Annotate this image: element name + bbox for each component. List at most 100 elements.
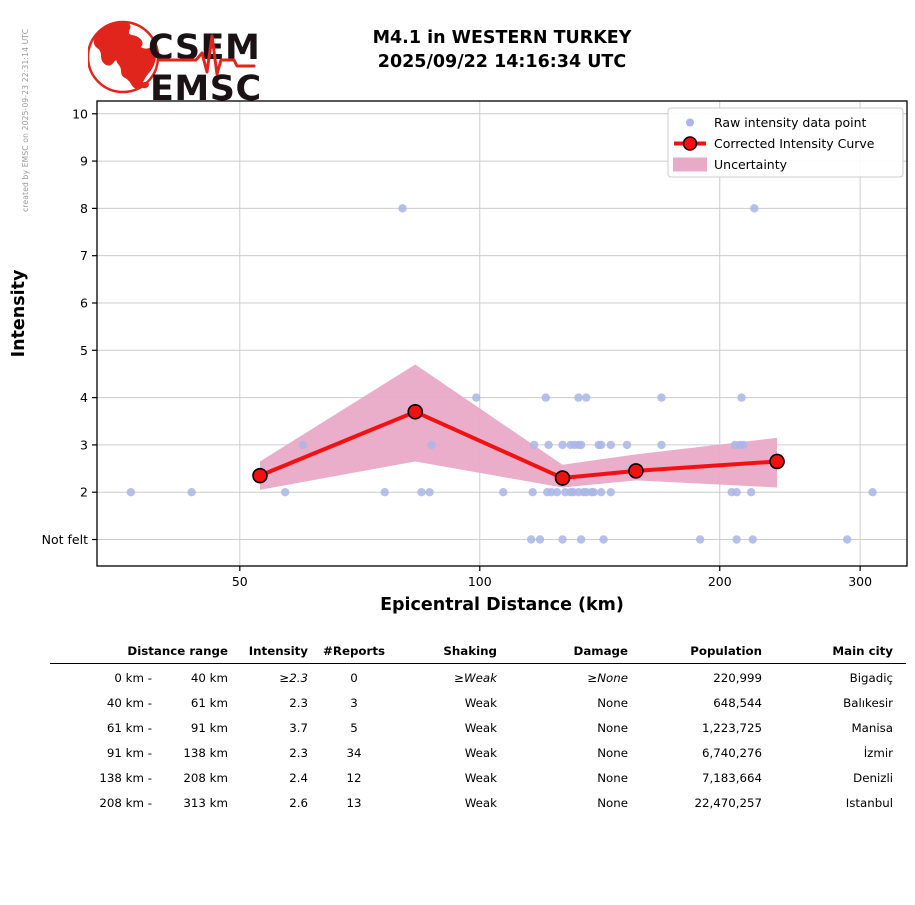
raw-data-point [380,488,389,497]
raw-data-point [187,488,196,497]
legend-marker-swatch [682,136,698,151]
curve-marker [628,463,644,479]
cell-reports: 13 [346,796,362,810]
header-intensity: Intensity [248,644,308,658]
range-from: 40 km - [106,696,152,710]
emsc-logo: CSEM EMSC [88,20,262,104]
y-tick-label: Not felt [42,532,88,547]
range-to: 313 km [183,796,228,810]
x-tick-label: 100 [468,574,492,589]
x-tick-label: 50 [232,574,248,589]
raw-data-point [596,488,606,497]
raw-data-point [657,393,666,402]
raw-data-point [589,488,598,497]
raw-data-point [417,488,426,497]
raw-data-point [425,488,434,497]
cell-damage: None [597,721,628,735]
range-from: 208 km - [99,796,152,810]
legend-area-swatch [673,157,707,172]
uncertainty-band [259,364,778,490]
cell-shaking: Weak [464,771,497,785]
raw-data-point [529,440,539,450]
cell-intensity: 2.4 [289,771,308,785]
table-row: 0 km - 40 km ≥2.3 0 ≥Weak ≥None 220,999 B… [50,666,906,691]
legend-point-swatch [686,118,694,127]
raw-data-point [657,440,666,450]
curve-marker [407,403,424,420]
table-row: 40 km - 61 km 2.3 3 Weak None 648,544 Bal… [50,691,906,716]
table-row: 208 km - 313 km 2.6 13 Weak None 22,470,2… [50,791,906,816]
x-axis-label: Epicentral Distance (km) [380,595,624,615]
cell-damage: None [597,746,628,760]
cell-damage: None [597,796,628,810]
range-from: 138 km - [99,771,152,785]
raw-data-point [738,440,748,450]
x-tick-label: 200 [708,574,732,589]
cell-shaking: Weak [464,721,497,735]
raw-intensity-points [126,204,877,544]
raw-data-point [576,535,586,544]
range-to: 91 km [190,721,228,735]
legend-label: Raw intensity data point [714,115,867,130]
raw-data-point [748,535,757,544]
cell-reports: 3 [350,696,358,710]
cell-main-city: İzmir [863,746,893,760]
header-distance-range: Distance range [127,644,228,658]
cell-damage: ≥None [587,671,628,685]
legend-label: Uncertainty [714,157,788,172]
curve-marker [252,467,268,484]
range-from: 0 km - [114,671,152,685]
cell-intensity: 3.7 [289,721,308,735]
tick-marks [92,113,861,571]
cell-reports: 5 [350,721,358,735]
x-tick-label: 300 [848,574,872,589]
raw-data-point [526,535,536,544]
cell-main-city: Bigadiç [849,671,893,685]
plot-frame [96,100,908,567]
globe-icon [88,20,160,94]
header-reports: #Reports [323,644,385,658]
table-header-rule [50,663,906,664]
legend-box [667,107,904,178]
y-axis-label: Intensity [9,269,29,357]
raw-data-point [732,535,741,544]
y-tick-label: 4 [80,390,88,405]
curve-marker [554,470,571,486]
raw-data-point [576,440,586,450]
curve-marker [769,453,785,470]
raw-data-point [541,393,550,402]
raw-data-point [868,488,877,497]
header-main-city: Main city [832,644,893,658]
range-from: 91 km - [106,746,152,760]
raw-data-point [552,488,562,497]
cell-main-city: Denizli [853,771,893,785]
raw-data-point [499,488,508,497]
cell-population: 648,544 [713,696,762,710]
raw-data-point [298,440,308,450]
header-shaking: Shaking [443,644,497,658]
cell-shaking: Weak [464,696,497,710]
cell-main-city: Istanbul [845,796,893,810]
y-tick-label: 3 [80,437,88,452]
raw-data-point [582,393,591,402]
cell-reports: 34 [346,746,362,760]
y-tick-label: 5 [80,343,88,358]
table-row: 91 km - 138 km 2.3 34 Weak None 6,740,276… [50,741,906,766]
range-to: 61 km [190,696,228,710]
range-to: 40 km [190,671,228,685]
raw-data-point [544,440,553,450]
raw-data-point [558,535,567,544]
y-tick-label: 9 [80,154,88,169]
raw-data-point [606,440,615,450]
cell-reports: 0 [350,671,358,685]
curve-markers [252,403,785,486]
logo-text-emsc: EMSC [150,69,262,104]
cell-population: 6,740,276 [701,746,762,760]
title-line-2: 2025/09/22 14:16:34 UTC [377,52,627,72]
table-row: 61 km - 91 km 3.7 5 Weak None 1,223,725 M… [50,716,906,741]
range-to: 138 km [183,746,228,760]
raw-data-point [558,440,567,450]
raw-data-point [528,488,537,497]
y-tick-label: 6 [80,295,88,310]
